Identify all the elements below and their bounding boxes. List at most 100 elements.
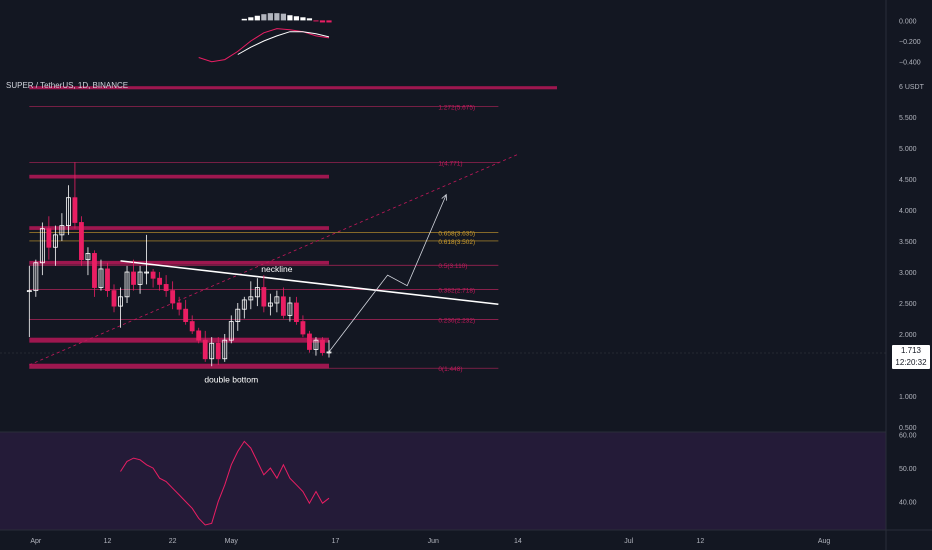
time-axis[interactable]: Apr 12 22 May 17 Jun 14 Jul 12 Aug — [30, 538, 830, 545]
candle — [202, 330, 208, 362]
candle-body — [111, 290, 117, 307]
fib-level-label: 0.658(3.635) — [438, 231, 475, 238]
rsi-indicator — [120, 440, 330, 526]
candle — [209, 337, 215, 367]
candle-body — [163, 284, 169, 292]
macd-histogram-bar — [267, 13, 273, 21]
price-tick-label: 4.500 — [899, 177, 917, 184]
candle-body — [150, 271, 156, 279]
candle-body — [33, 262, 39, 292]
fib-level-label: 0.236(2.232) — [438, 318, 475, 325]
candle-body — [300, 321, 306, 335]
zone-band — [29, 174, 329, 179]
candle-body — [176, 302, 182, 310]
candle-body — [170, 290, 176, 304]
projection-path — [328, 194, 447, 353]
candle-body — [222, 339, 228, 360]
macd-indicator — [198, 13, 332, 63]
rsi-tick-label: 60.00 — [899, 433, 917, 440]
candle — [150, 268, 156, 288]
candle-body — [228, 321, 234, 341]
candle-body — [280, 296, 286, 316]
candle-body — [202, 339, 208, 360]
candle-body — [215, 342, 221, 360]
annotations[interactable]: neckline double bottom — [204, 264, 292, 384]
time-tick-label: Jun — [428, 538, 439, 545]
macd-histogram-bar — [274, 13, 280, 21]
candle-body — [326, 351, 332, 354]
zone-band — [29, 337, 329, 343]
time-tick-label: Jul — [624, 538, 633, 545]
macd-line — [198, 28, 330, 63]
candle — [59, 213, 65, 242]
candle — [235, 303, 241, 331]
candle — [183, 299, 189, 325]
neckline-line — [120, 260, 499, 306]
candle-body — [65, 197, 71, 226]
candle-body — [157, 277, 163, 285]
fib-level-label: 0.382(2.718) — [438, 288, 475, 295]
time-tick-label: 17 — [332, 538, 340, 545]
price-tick-label: 2.000 — [899, 332, 917, 339]
fibonacci-retracement[interactable]: 0(1.448) 0.236(2.232) 0.382(2.718) 0.5(3.11… — [29, 104, 499, 373]
candle — [320, 337, 325, 356]
time-tick-label: Apr — [30, 538, 42, 545]
trend-lines[interactable] — [29, 153, 519, 366]
candle — [163, 275, 169, 297]
candle — [85, 247, 91, 276]
candle-body — [118, 296, 123, 307]
candle-body — [85, 253, 91, 261]
candle-body — [196, 330, 202, 341]
candle-body — [144, 271, 150, 274]
time-tick-label: 14 — [514, 538, 522, 545]
candle-body — [183, 308, 189, 322]
candle-body — [287, 302, 293, 316]
candle — [170, 281, 176, 310]
candle — [118, 287, 123, 328]
fib-level-label: 1.272(5.675) — [438, 104, 475, 111]
fib-level-label: 0.618(3.502) — [438, 239, 475, 246]
candle — [79, 216, 84, 266]
time-tick-label: 12 — [696, 538, 704, 545]
candle — [98, 259, 104, 291]
macd-histogram-bar — [293, 16, 300, 21]
symbol-title[interactable]: SUPER / TetherUS, 1D, BINANCE — [6, 81, 129, 90]
candle-body — [209, 342, 215, 360]
rsi-axis[interactable]: 60.00 50.00 40.00 — [899, 433, 917, 507]
price-tick-label: 3.500 — [899, 239, 917, 246]
candle-body — [131, 271, 136, 285]
candle — [287, 296, 293, 322]
candle-body — [105, 268, 110, 292]
candle — [189, 315, 195, 334]
macd-tick-label: −0.200 — [899, 39, 921, 46]
bar-countdown: 12:20:32 — [895, 358, 927, 367]
candle-body — [293, 302, 299, 322]
candle — [157, 272, 163, 291]
macd-histogram-bar — [248, 17, 254, 21]
last-price-tag: 1.713 12:20:32 — [892, 345, 930, 369]
candle-body — [92, 253, 97, 288]
candle-body — [241, 299, 247, 310]
candle-body — [267, 302, 273, 307]
candle-body — [98, 268, 104, 288]
time-tick-label: 12 — [104, 538, 112, 545]
rsi-line — [120, 440, 330, 526]
candle-body — [261, 287, 267, 307]
candle — [326, 340, 332, 358]
zone-band — [29, 260, 329, 265]
support-resistance-zones[interactable] — [29, 86, 558, 369]
price-axis[interactable]: 6 USDT 5.500 5.000 4.500 4.000 3.500 3.000 2.50… — [899, 84, 925, 432]
macd-histogram-bar — [287, 15, 293, 21]
macd-histogram-bar — [280, 13, 286, 21]
macd-axis[interactable]: 0.000 −0.200 −0.400 — [899, 18, 921, 66]
price-tick-label: 0.500 — [899, 425, 917, 432]
candle — [144, 234, 150, 285]
candle — [241, 296, 247, 319]
candle-body — [189, 321, 195, 332]
macd-histogram-bar — [319, 20, 326, 23]
candle — [52, 225, 58, 266]
candle-body — [46, 228, 52, 248]
